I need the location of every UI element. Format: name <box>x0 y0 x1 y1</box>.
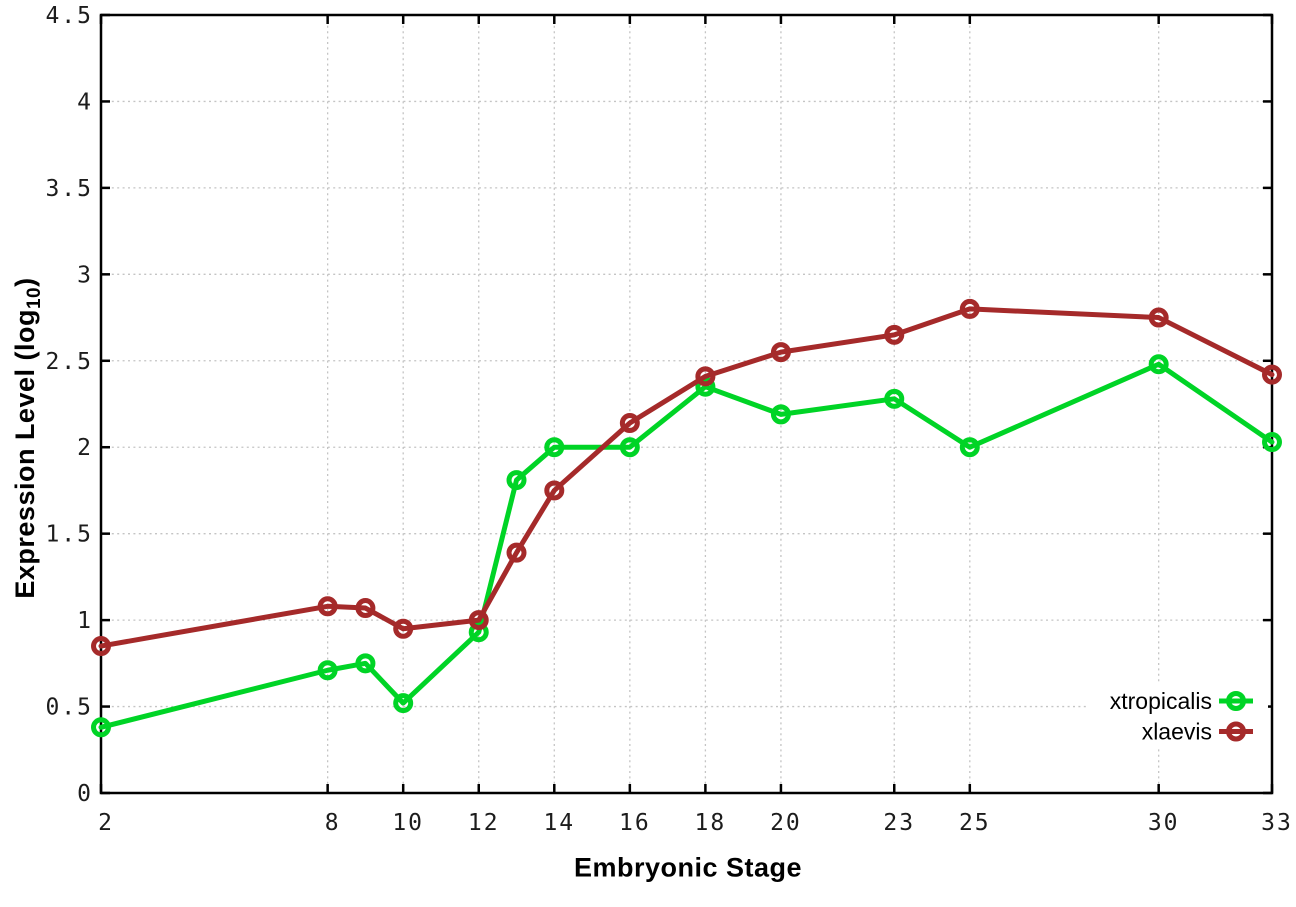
y-tick-label: 1.5 <box>45 522 93 548</box>
x-tick-label: 33 <box>1261 810 1293 836</box>
series-line-xtropicalis <box>98 361 1275 730</box>
data-point-xlaevis <box>91 636 111 657</box>
legend-sample-marker-xlaevis <box>1226 721 1246 742</box>
data-point-xlaevis <box>506 542 527 563</box>
legend-sample-marker-xtropicalis <box>1226 691 1246 711</box>
x-tick-label: 23 <box>883 810 915 836</box>
y-tick-label: 2.5 <box>45 349 93 375</box>
data-point-xtropicalis <box>317 660 338 681</box>
legend-label-xtropicalis: xtropicalis <box>1110 688 1212 714</box>
data-point-xlaevis <box>695 366 716 387</box>
legend-label-xlaevis: xlaevis <box>1142 719 1212 745</box>
y-axis-title-text: Expression Level (log <box>9 309 40 599</box>
data-point-xlaevis <box>1262 364 1282 385</box>
x-axis-title: Embryonic Stage <box>573 852 803 883</box>
x-tick-label: 14 <box>543 810 575 836</box>
data-point-xlaevis <box>393 618 414 639</box>
x-tick-label: 25 <box>959 810 991 836</box>
x-tick-label: 8 <box>325 810 341 836</box>
data-point-xlaevis <box>884 324 905 345</box>
data-point-xtropicalis <box>1262 432 1282 453</box>
series-line-xlaevis <box>98 306 1275 649</box>
data-point-xtropicalis <box>355 653 376 674</box>
data-point-xtropicalis <box>91 717 111 738</box>
y-tick-label: 3 <box>77 262 93 288</box>
y-axis-title-suffix: ) <box>9 277 40 287</box>
data-point-xlaevis <box>544 480 565 501</box>
data-point-xtropicalis <box>468 622 489 643</box>
data-point-xlaevis <box>355 598 376 619</box>
y-tick-label: 0 <box>77 781 93 807</box>
y-tick-label: 4.5 <box>45 3 93 29</box>
x-tick-label: 30 <box>1148 810 1180 836</box>
plot-border <box>99 13 1274 795</box>
data-point-xtropicalis <box>770 404 791 425</box>
data-point-xtropicalis <box>393 693 414 714</box>
data-point-xtropicalis <box>506 470 527 491</box>
data-point-xlaevis <box>317 596 338 617</box>
x-tick-label: 16 <box>619 810 651 836</box>
data-point-xlaevis <box>619 413 640 434</box>
x-tick-label: 12 <box>468 810 500 836</box>
y-tick-label: 3.5 <box>45 176 93 202</box>
data-point-xlaevis <box>770 342 791 363</box>
data-point-xlaevis <box>959 298 980 319</box>
y-tick-label: 2 <box>77 435 93 461</box>
x-tick-label: 10 <box>392 810 424 836</box>
data-point-xtropicalis <box>1148 354 1169 375</box>
y-tick-label: 0.5 <box>45 695 93 721</box>
y-axis-title: Expression Level (log10) <box>10 277 46 598</box>
y-tick-label: 1 <box>77 608 93 634</box>
data-point-xtropicalis <box>959 437 980 458</box>
data-point-xtropicalis <box>544 437 565 458</box>
x-tick-label: 18 <box>695 810 727 836</box>
y-tick-label: 4 <box>77 89 93 115</box>
data-point-xlaevis <box>1148 307 1169 328</box>
data-point-xlaevis <box>468 610 489 631</box>
x-tick-label: 20 <box>770 810 802 836</box>
x-tick-label: 2 <box>98 810 114 836</box>
y-axis-title-subscript: 10 <box>24 286 46 310</box>
data-point-xtropicalis <box>619 437 640 458</box>
data-point-xtropicalis <box>884 388 905 409</box>
